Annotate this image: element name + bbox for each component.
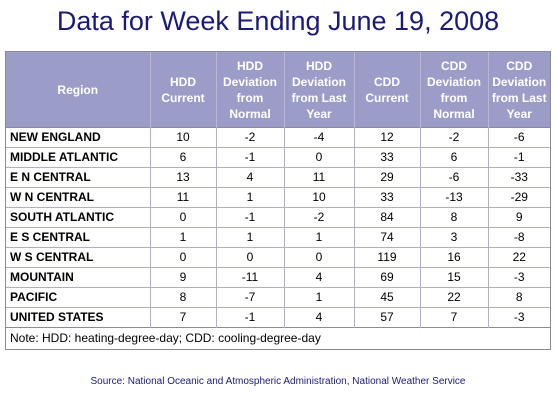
region-cell: W N CENTRAL xyxy=(6,187,150,208)
table-row: MIDDLE ATLANTIC 6 -1 0 33 6 -1 xyxy=(6,147,550,168)
value-cell: 33 xyxy=(353,187,420,208)
value-cell: -6 xyxy=(487,127,550,148)
region-cell: E N CENTRAL xyxy=(6,167,150,188)
value-cell: 33 xyxy=(353,147,420,168)
value-cell: 0 xyxy=(283,147,354,168)
header-row: Region HDD Current HDD Deviation from Norm… xyxy=(6,52,550,128)
value-cell: 4 xyxy=(283,267,354,288)
value-cell: -6 xyxy=(419,167,488,188)
value-cell: 1 xyxy=(283,227,354,248)
value-cell: 12 xyxy=(353,127,420,148)
region-cell: UNITED STATES xyxy=(6,307,150,328)
value-cell: -2 xyxy=(419,127,488,148)
value-cell: 45 xyxy=(353,287,420,308)
value-cell: 7 xyxy=(149,307,216,328)
value-cell: -1 xyxy=(215,307,284,328)
column-header: HDD Deviation from Last Year xyxy=(283,52,354,128)
chart-title: Data for Week Ending June 19, 2008 xyxy=(56,6,500,36)
value-cell: 13 xyxy=(149,167,216,188)
table-row: E N CENTRAL 13 4 11 29 -6 -33 xyxy=(6,167,550,188)
value-cell: -1 xyxy=(215,207,284,228)
value-cell: 8 xyxy=(487,287,550,308)
value-cell: 0 xyxy=(283,247,354,268)
value-cell: 7 xyxy=(419,307,488,328)
value-cell: 1 xyxy=(149,227,216,248)
region-cell: NEW ENGLAND xyxy=(6,127,150,148)
table-row: UNITED STATES 7 -1 4 57 7 -3 xyxy=(6,307,550,328)
value-cell: 4 xyxy=(215,167,284,188)
region-cell: E S CENTRAL xyxy=(6,227,150,248)
table-row: E S CENTRAL 1 1 1 74 3 -8 xyxy=(6,227,550,248)
column-header: CDD Deviation from Last Year xyxy=(487,52,550,128)
table-row: SOUTH ATLANTIC 0 -1 -2 84 8 9 xyxy=(6,207,550,228)
column-header: HDD Current xyxy=(149,52,216,128)
column-header: CDD Current xyxy=(353,52,420,128)
value-cell: -8 xyxy=(487,227,550,248)
value-cell: 84 xyxy=(353,207,420,228)
value-cell: -33 xyxy=(487,167,550,188)
value-cell: 1 xyxy=(215,227,284,248)
table-row: W S CENTRAL 0 0 0 119 16 22 xyxy=(6,247,550,268)
note-row: Note: HDD: heating-degree-day; CDD: cool… xyxy=(6,327,550,349)
value-cell: 8 xyxy=(149,287,216,308)
value-cell: 4 xyxy=(283,307,354,328)
data-table: Region HDD Current HDD Deviation from Norm… xyxy=(6,52,550,349)
value-cell: -13 xyxy=(419,187,488,208)
value-cell: 0 xyxy=(215,247,284,268)
value-cell: 6 xyxy=(419,147,488,168)
region-cell: MOUNTAIN xyxy=(6,267,150,288)
value-cell: -2 xyxy=(215,127,284,148)
table-row: MOUNTAIN 9 -11 4 69 15 -3 xyxy=(6,267,550,288)
value-cell: 10 xyxy=(283,187,354,208)
value-cell: 1 xyxy=(215,187,284,208)
table-body: NEW ENGLAND 10 -2 -4 12 -2 -6 MIDDLE ATLANTIC 6-… xyxy=(6,127,550,349)
table-row: PACIFIC 8 -7 1 45 22 8 xyxy=(6,287,550,308)
value-cell: 74 xyxy=(353,227,420,248)
region-cell: PACIFIC xyxy=(6,287,150,308)
value-cell: -7 xyxy=(215,287,284,308)
value-cell: -4 xyxy=(283,127,354,148)
source-note: Source: National Oceanic and Atmospheric… xyxy=(90,376,466,387)
column-header: HDD Deviation from Normal xyxy=(215,52,284,128)
table-note: Note: HDD: heating-degree-day; CDD: cool… xyxy=(6,327,550,349)
table-row: W N CENTRAL 11 1 10 33 -13 -29 xyxy=(6,187,550,208)
value-cell: -29 xyxy=(487,187,550,208)
value-cell: -3 xyxy=(487,307,550,328)
value-cell: 69 xyxy=(353,267,420,288)
value-cell: 15 xyxy=(419,267,488,288)
value-cell: 16 xyxy=(419,247,488,268)
value-cell: 0 xyxy=(149,247,216,268)
data-table-container: Region HDD Current HDD Deviation from Norm… xyxy=(5,51,551,350)
value-cell: 11 xyxy=(149,187,216,208)
table-row: NEW ENGLAND 10 -2 -4 12 -2 -6 xyxy=(6,127,550,148)
region-cell: SOUTH ATLANTIC xyxy=(6,207,150,228)
value-cell: 0 xyxy=(149,207,216,228)
value-cell: 11 xyxy=(283,167,354,188)
value-cell: -2 xyxy=(283,207,354,228)
value-cell: 9 xyxy=(149,267,216,288)
value-cell: -1 xyxy=(487,147,550,168)
region-cell: MIDDLE ATLANTIC xyxy=(6,147,150,168)
region-cell: W S CENTRAL xyxy=(6,247,150,268)
value-cell: 8 xyxy=(419,207,488,228)
value-cell: 9 xyxy=(487,207,550,228)
value-cell: 3 xyxy=(419,227,488,248)
value-cell: 22 xyxy=(487,247,550,268)
value-cell: 1 xyxy=(283,287,354,308)
value-cell: -3 xyxy=(487,267,550,288)
value-cell: 22 xyxy=(419,287,488,308)
value-cell: 6 xyxy=(149,147,216,168)
value-cell: 119 xyxy=(353,247,420,268)
value-cell: 29 xyxy=(353,167,420,188)
column-header: Region xyxy=(6,52,150,128)
value-cell: -11 xyxy=(215,267,284,288)
value-cell: 10 xyxy=(149,127,216,148)
column-header: CDD Deviation from Normal xyxy=(419,52,488,128)
value-cell: 57 xyxy=(353,307,420,328)
value-cell: -1 xyxy=(215,147,284,168)
